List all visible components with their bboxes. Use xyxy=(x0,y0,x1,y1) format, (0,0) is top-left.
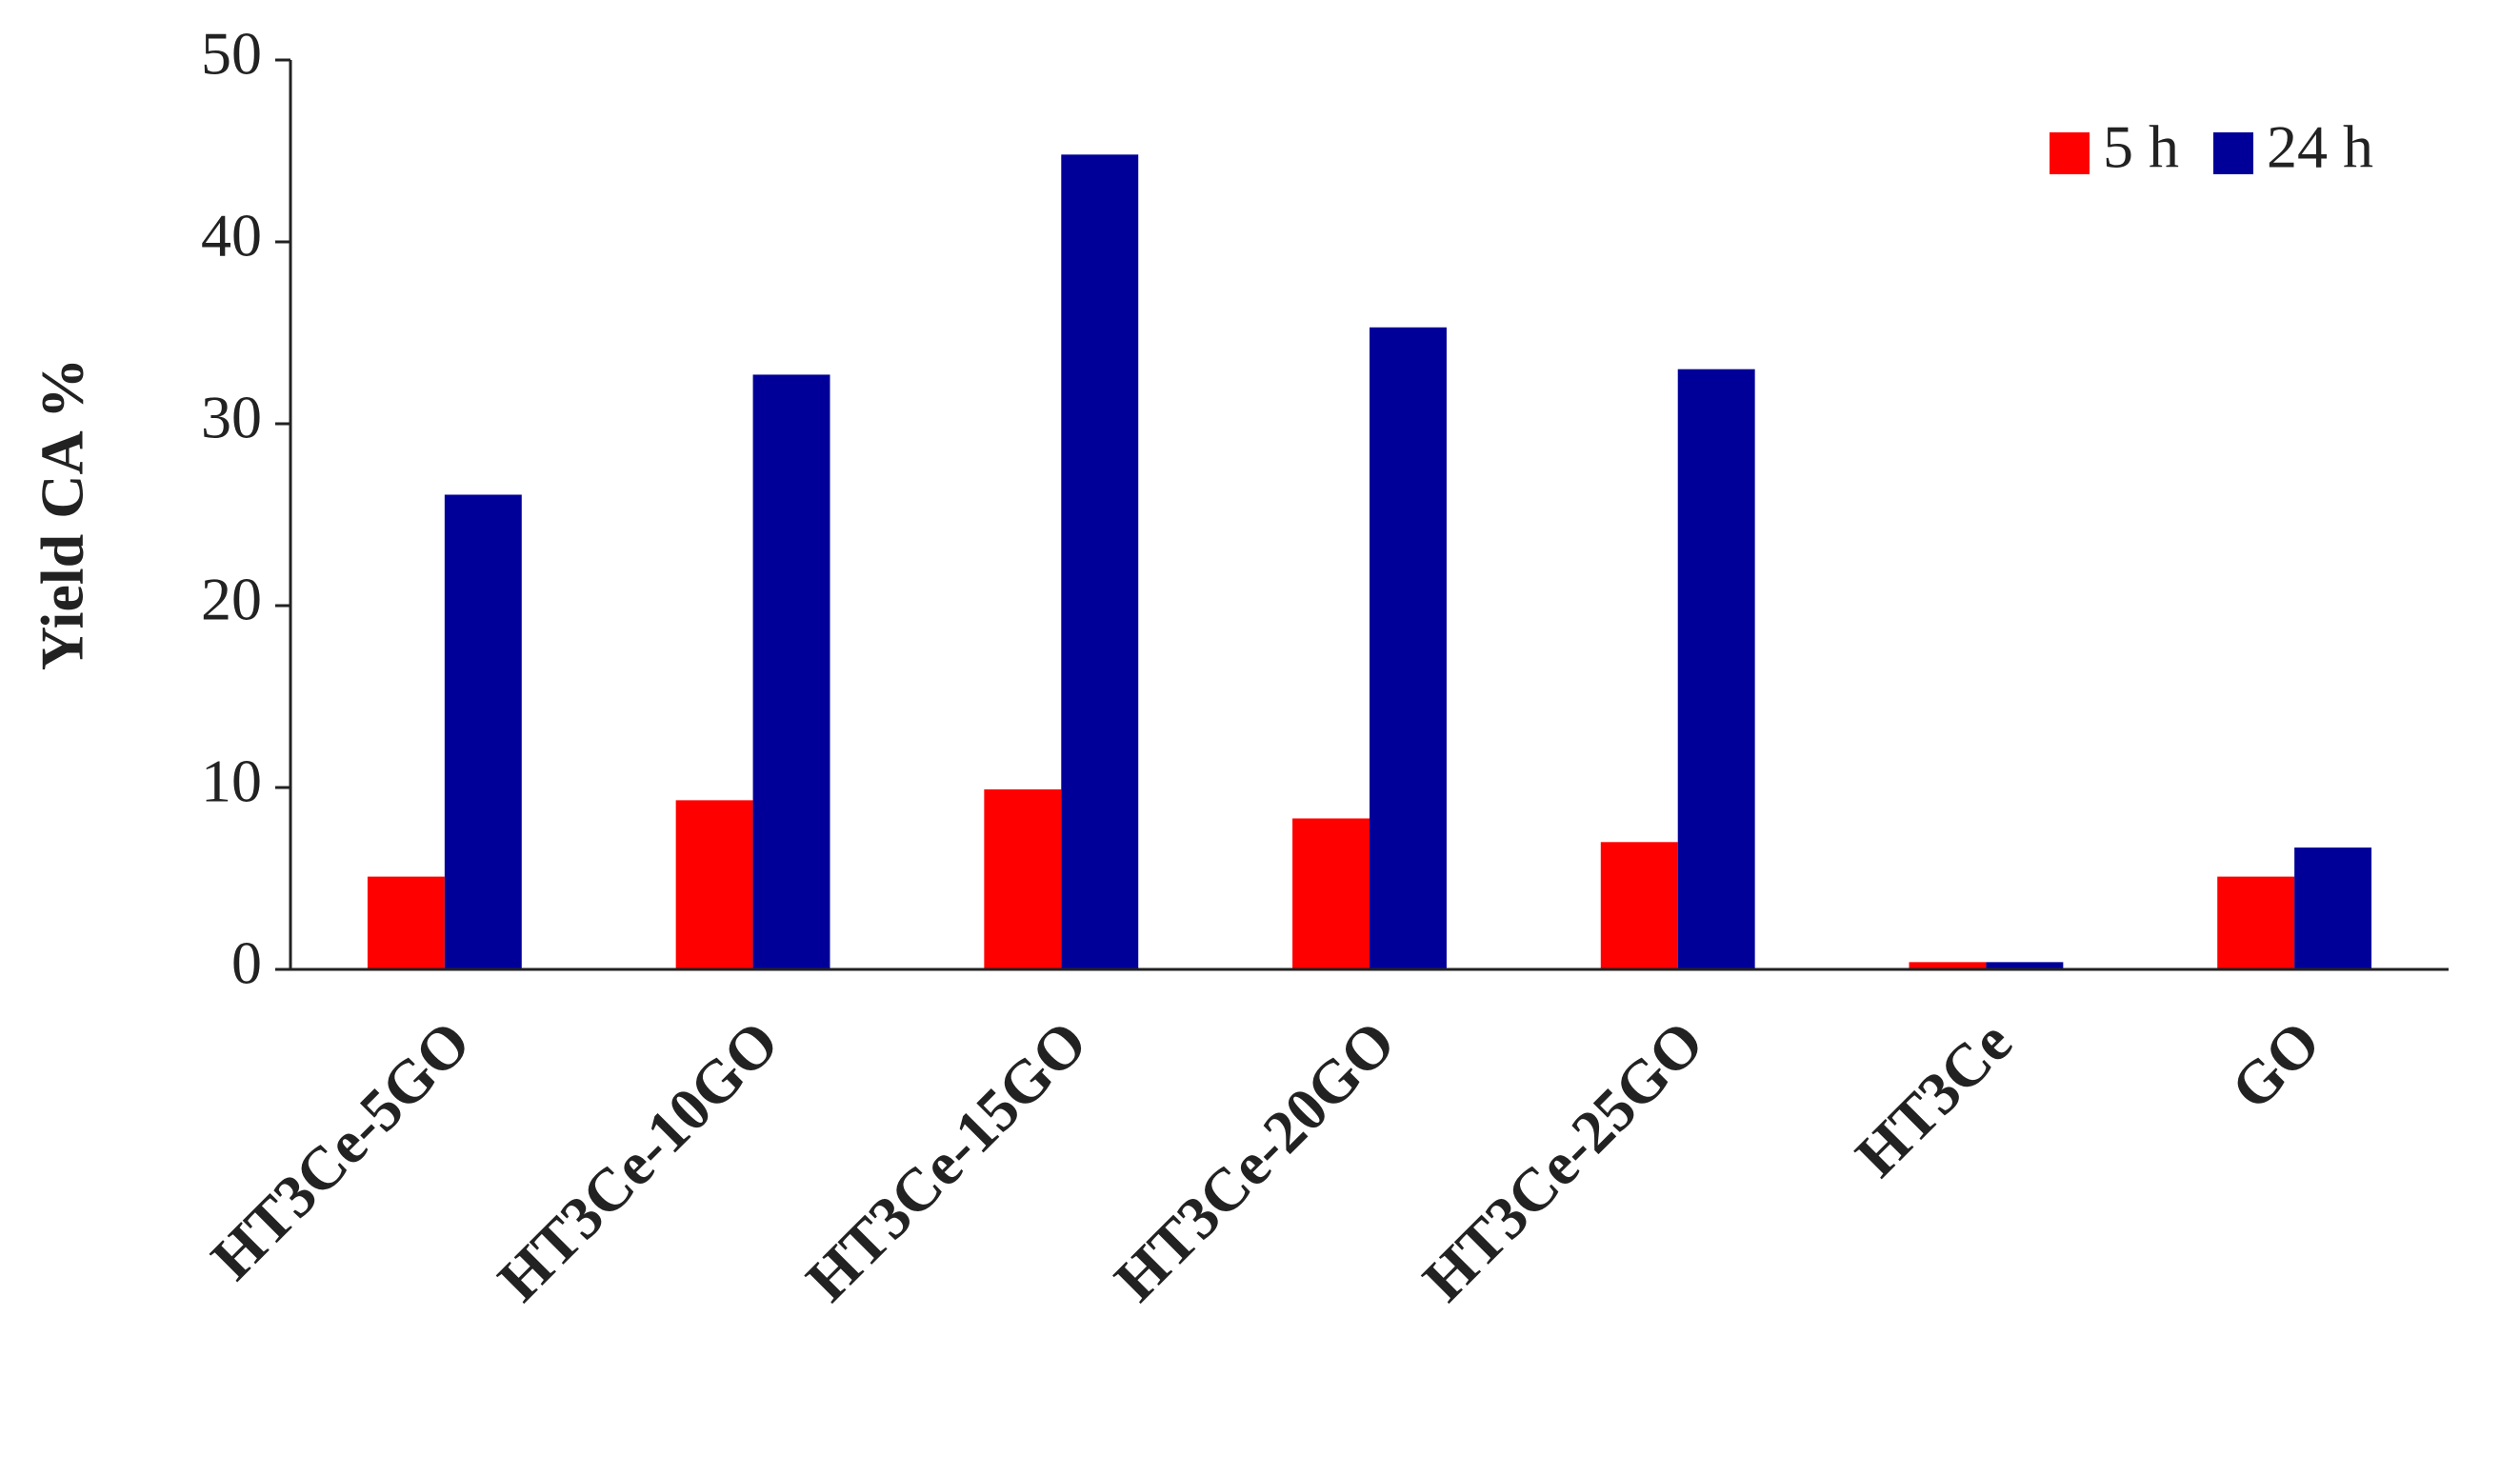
x-tick-label: HT3Ce-10GO xyxy=(485,1007,791,1314)
x-tick-label: HT3Ce-5GO xyxy=(198,1007,483,1292)
y-tick-label: 20 xyxy=(201,566,262,633)
y-tick-label: 10 xyxy=(201,748,262,815)
x-tick-label: HT3Ce-15GO xyxy=(793,1007,1100,1314)
bar xyxy=(675,800,753,969)
y-tick-label: 0 xyxy=(231,929,262,997)
x-tick-label: HT3Ce-20GO xyxy=(1102,1007,1409,1314)
bar xyxy=(2294,848,2372,969)
y-axis-title: Yield CA % xyxy=(29,358,96,670)
bar xyxy=(984,788,1062,969)
legend-label: 24 h xyxy=(2267,113,2373,181)
legend-swatch xyxy=(2213,132,2253,174)
bar xyxy=(752,374,830,969)
x-tick-label: HT3Ce xyxy=(1843,1007,2025,1189)
x-tick-label: GO xyxy=(2218,1007,2333,1123)
x-tick-label: HT3Ce-25GO xyxy=(1410,1007,1716,1314)
y-tick-label: 30 xyxy=(201,384,262,451)
bar xyxy=(1909,962,1987,969)
bar xyxy=(1292,818,1370,969)
bar xyxy=(2217,876,2295,969)
bar xyxy=(444,494,522,969)
bar xyxy=(1677,369,1755,969)
bar xyxy=(1370,327,1447,969)
legend-swatch xyxy=(2050,132,2090,174)
legend-label: 5 h xyxy=(2103,113,2179,181)
bar xyxy=(1600,842,1678,969)
y-tick-label: 50 xyxy=(201,20,262,88)
bar xyxy=(367,876,445,969)
bar xyxy=(1986,962,2064,969)
y-tick-label: 40 xyxy=(201,202,262,269)
bar xyxy=(1061,154,1139,969)
